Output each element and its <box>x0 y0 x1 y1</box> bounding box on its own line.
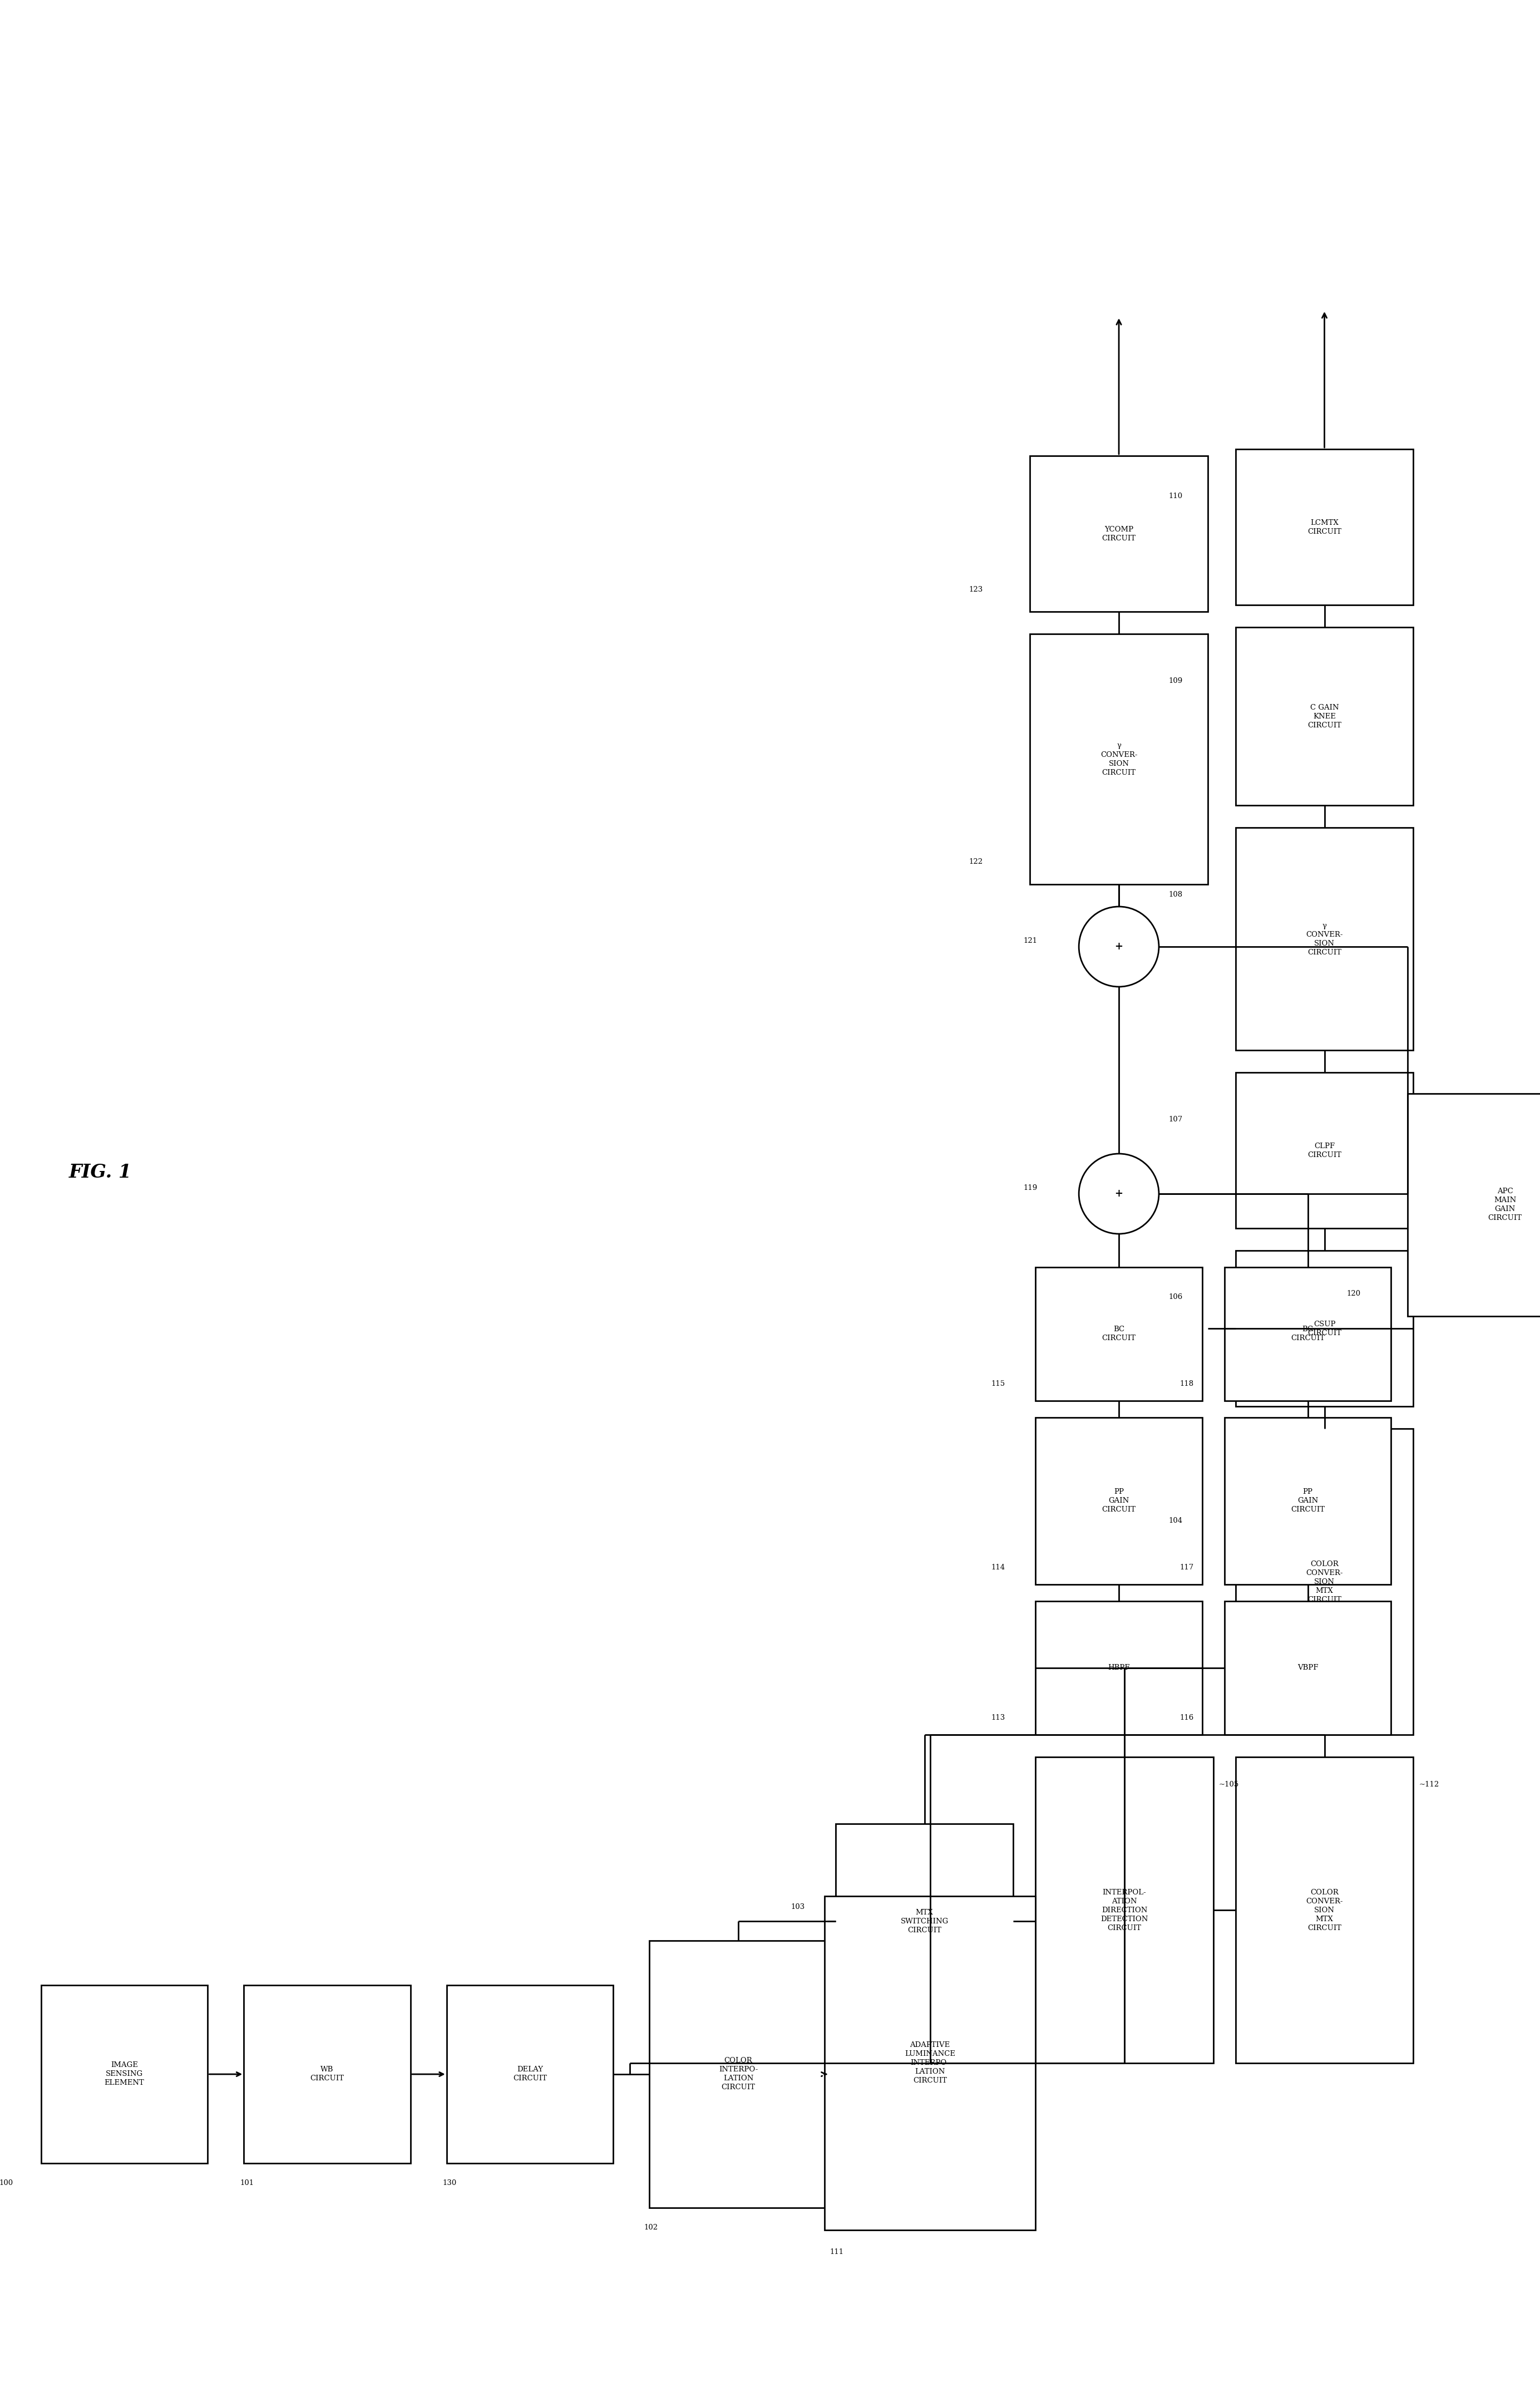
Text: 119: 119 <box>1023 1184 1038 1191</box>
FancyBboxPatch shape <box>1235 827 1414 1050</box>
Text: γ
CONVER-
SION
CIRCUIT: γ CONVER- SION CIRCUIT <box>1101 743 1138 777</box>
Text: 101: 101 <box>240 2179 254 2186</box>
Text: WB
CIRCUIT: WB CIRCUIT <box>310 2066 343 2083</box>
FancyBboxPatch shape <box>1035 1268 1203 1400</box>
Text: 117: 117 <box>1180 1565 1194 1572</box>
Text: 104: 104 <box>1169 1517 1183 1524</box>
Text: PP
GAIN
CIRCUIT: PP GAIN CIRCUIT <box>1291 1489 1324 1513</box>
FancyBboxPatch shape <box>1035 1757 1214 2064</box>
FancyBboxPatch shape <box>1030 633 1207 884</box>
Text: 116: 116 <box>1180 1714 1194 1721</box>
FancyBboxPatch shape <box>650 1942 827 2208</box>
Text: YCOMP
CIRCUIT: YCOMP CIRCUIT <box>1103 525 1137 542</box>
Text: +: + <box>1115 942 1123 952</box>
Text: CLPF
CIRCUIT: CLPF CIRCUIT <box>1307 1143 1341 1158</box>
Text: APC
MAIN
GAIN
CIRCUIT: APC MAIN GAIN CIRCUIT <box>1488 1189 1522 1222</box>
Text: COLOR
CONVER-
SION
MTX
CIRCUIT: COLOR CONVER- SION MTX CIRCUIT <box>1306 1889 1343 1932</box>
FancyBboxPatch shape <box>1235 1071 1414 1227</box>
FancyBboxPatch shape <box>42 1985 208 2162</box>
Text: 122: 122 <box>969 858 983 865</box>
Circle shape <box>1080 1153 1160 1234</box>
Text: +: + <box>1115 1189 1123 1198</box>
Text: 113: 113 <box>992 1714 1006 1721</box>
FancyBboxPatch shape <box>1224 1268 1391 1400</box>
Text: 109: 109 <box>1169 676 1183 683</box>
Text: ~105: ~105 <box>1218 1781 1240 1788</box>
Text: C GAIN
KNEE
CIRCUIT: C GAIN KNEE CIRCUIT <box>1307 705 1341 729</box>
FancyBboxPatch shape <box>1035 1601 1203 1735</box>
Text: BC
CIRCUIT: BC CIRCUIT <box>1103 1326 1137 1342</box>
Text: COLOR
CONVER-
SION
MTX
CIRCUIT: COLOR CONVER- SION MTX CIRCUIT <box>1306 1560 1343 1604</box>
FancyBboxPatch shape <box>1035 1417 1203 1584</box>
FancyBboxPatch shape <box>1235 628 1414 805</box>
Text: INTERPOL-
ATION
DIRECTION
DETECTION
CIRCUIT: INTERPOL- ATION DIRECTION DETECTION CIRC… <box>1101 1889 1149 1932</box>
Text: 114: 114 <box>992 1565 1006 1572</box>
Text: 102: 102 <box>644 2224 658 2232</box>
FancyBboxPatch shape <box>1408 1093 1540 1316</box>
Text: 121: 121 <box>1023 937 1038 944</box>
Text: HBPF: HBPF <box>1107 1664 1130 1671</box>
Text: 123: 123 <box>969 585 983 592</box>
Text: 115: 115 <box>992 1381 1006 1388</box>
Text: ~112: ~112 <box>1418 1781 1438 1788</box>
Text: 107: 107 <box>1169 1115 1183 1122</box>
FancyBboxPatch shape <box>1235 448 1414 604</box>
FancyBboxPatch shape <box>1235 1757 1414 2064</box>
Text: 130: 130 <box>442 2179 457 2186</box>
Text: 111: 111 <box>830 2248 844 2256</box>
FancyBboxPatch shape <box>447 1985 613 2162</box>
Text: LCMTX
CIRCUIT: LCMTX CIRCUIT <box>1307 520 1341 535</box>
FancyBboxPatch shape <box>1224 1601 1391 1735</box>
Text: γ
CONVER-
SION
CIRCUIT: γ CONVER- SION CIRCUIT <box>1306 923 1343 956</box>
Text: 106: 106 <box>1169 1294 1183 1302</box>
Text: 120: 120 <box>1346 1290 1361 1297</box>
Text: VBPF: VBPF <box>1297 1664 1318 1671</box>
FancyBboxPatch shape <box>836 1824 1013 2018</box>
Text: CSUP
CIRCUIT: CSUP CIRCUIT <box>1307 1321 1341 1338</box>
Text: 108: 108 <box>1169 892 1183 899</box>
Text: FIG. 1: FIG. 1 <box>69 1163 132 1182</box>
FancyBboxPatch shape <box>1030 455 1207 611</box>
Circle shape <box>1080 906 1160 988</box>
FancyBboxPatch shape <box>1235 1429 1414 1735</box>
Text: ADAPTIVE
LUMINANCE
INTERPO-
LATION
CIRCUIT: ADAPTIVE LUMINANCE INTERPO- LATION CIRCU… <box>904 2042 955 2085</box>
Text: 118: 118 <box>1180 1381 1194 1388</box>
Text: DELAY
CIRCUIT: DELAY CIRCUIT <box>513 2066 547 2083</box>
Text: 110: 110 <box>1169 491 1183 499</box>
Text: MTX
SWITCHING
CIRCUIT: MTX SWITCHING CIRCUIT <box>901 1908 949 1934</box>
Text: PP
GAIN
CIRCUIT: PP GAIN CIRCUIT <box>1103 1489 1137 1513</box>
Text: COLOR
INTERPO-
LATION
CIRCUIT: COLOR INTERPO- LATION CIRCUIT <box>719 2057 758 2090</box>
FancyBboxPatch shape <box>1224 1417 1391 1584</box>
Text: BC
CIRCUIT: BC CIRCUIT <box>1291 1326 1324 1342</box>
FancyBboxPatch shape <box>243 1985 411 2162</box>
FancyBboxPatch shape <box>1235 1251 1414 1407</box>
Text: IMAGE
SENSING
ELEMENT: IMAGE SENSING ELEMENT <box>105 2061 145 2088</box>
FancyBboxPatch shape <box>824 1896 1035 2229</box>
Text: 100: 100 <box>0 2179 14 2186</box>
Text: 103: 103 <box>792 1903 805 1910</box>
